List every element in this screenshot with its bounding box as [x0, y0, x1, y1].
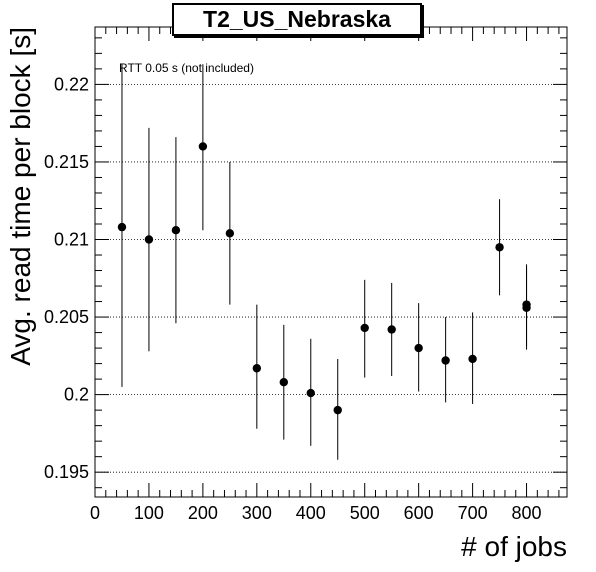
rtt-annotation: RTT 0.05 s (not included): [119, 61, 254, 75]
data-point: [360, 323, 369, 333]
x-tick-label: 400: [296, 503, 326, 523]
y-tick-label: 0.215: [44, 152, 89, 172]
x-tick-label: 0: [90, 503, 100, 523]
data-point: [279, 378, 288, 387]
x-tick-label: 100: [134, 503, 164, 523]
data-point: [441, 356, 450, 365]
y-tick-label: 0.2: [64, 385, 89, 405]
x-tick-label: 600: [404, 503, 434, 523]
x-tick-label: 800: [512, 503, 542, 523]
data-point: [495, 243, 504, 252]
data-point: [387, 325, 396, 334]
data-point: [468, 354, 477, 364]
data-point: [333, 405, 342, 415]
y-tick-label: 0.195: [44, 462, 89, 482]
x-axis-title: # of jobs: [461, 531, 567, 562]
x-tick-label: 500: [350, 503, 380, 523]
tick-labels: 0.195 0.2 0.205 0.21 0.215 0.22 0 100 200 300 400 5…: [44, 74, 542, 523]
y-tick-label: 0.22: [54, 74, 89, 94]
data-point: [306, 388, 315, 398]
data-point: [117, 222, 127, 232]
y-axis-title: Avg. read time per block [s]: [5, 27, 36, 366]
data-point: [144, 235, 154, 244]
data-point: [522, 303, 531, 312]
y-tick-label: 0.21: [54, 230, 89, 250]
y-tick-label: 0.205: [44, 307, 89, 327]
data-point: [414, 343, 423, 353]
x-tick-label: 200: [188, 503, 218, 523]
data-point: [225, 229, 235, 238]
data-point: [198, 142, 208, 151]
chart-title-box: T2_US_Nebraska: [172, 3, 422, 36]
data-point: [252, 364, 262, 373]
axis-ticks: [94, 27, 567, 497]
chart-title: T2_US_Nebraska: [203, 6, 391, 32]
data-points: [117, 64, 531, 460]
x-tick-label: 700: [458, 503, 488, 523]
gridlines: [95, 83, 567, 473]
plot-frame: [94, 26, 568, 498]
x-tick-label: 300: [242, 503, 272, 523]
data-point: [171, 226, 181, 235]
